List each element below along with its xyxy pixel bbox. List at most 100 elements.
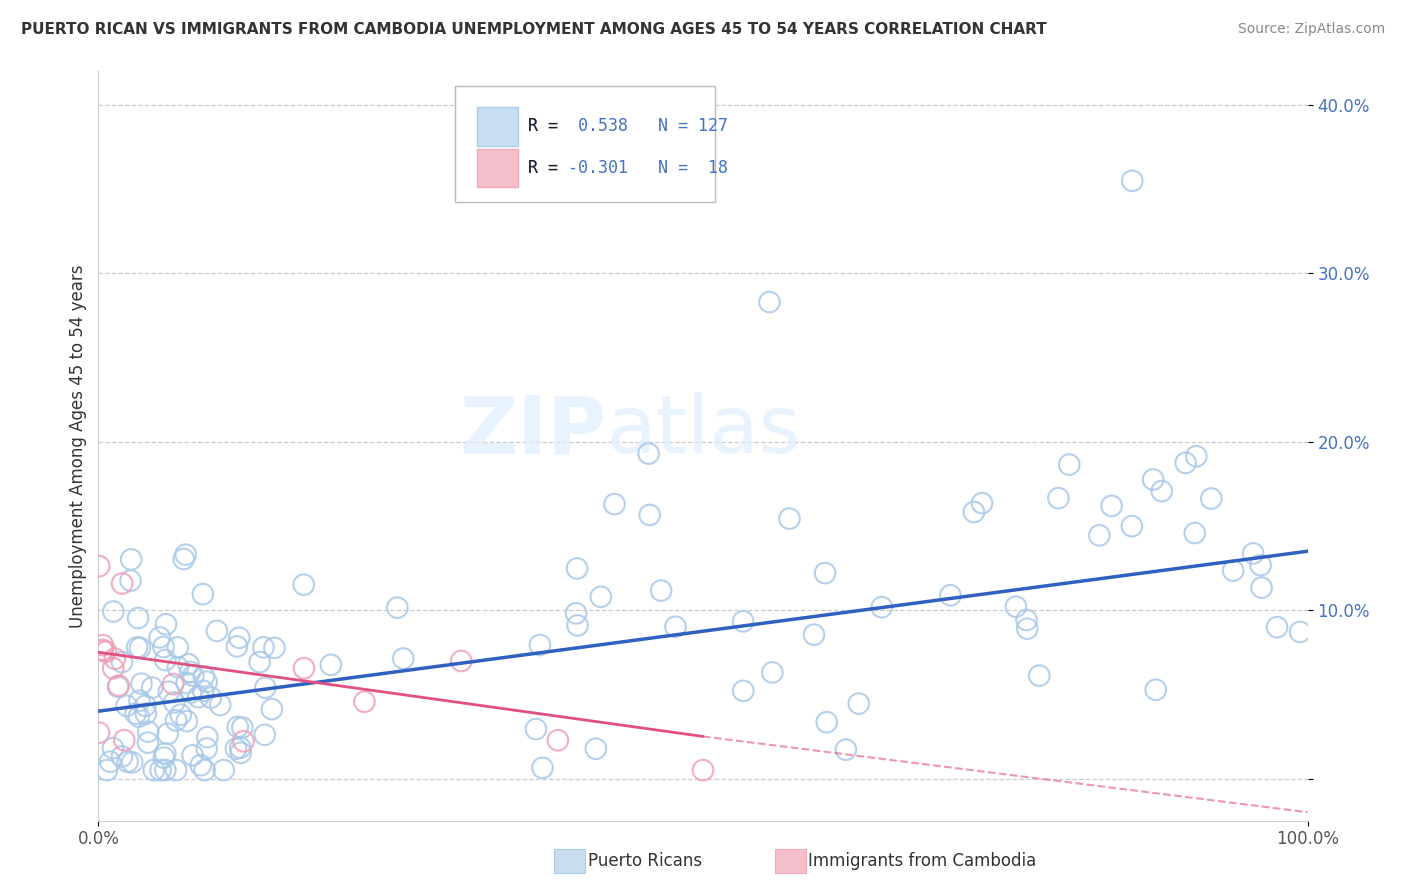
Point: [565, 561, 588, 575]
Point: [183, 668, 205, 682]
Point: [205, 624, 228, 638]
Point: [107, 680, 129, 694]
Point: [1250, 558, 1272, 573]
Point: [163, 695, 186, 709]
Point: [128, 693, 150, 707]
Point: [1028, 668, 1050, 682]
Text: Immigrants from Cambodia: Immigrants from Cambodia: [808, 852, 1036, 870]
Point: [319, 657, 342, 672]
Point: [115, 698, 138, 713]
Point: [1144, 682, 1167, 697]
Point: [87, 725, 110, 739]
Point: [1121, 519, 1143, 533]
Point: [149, 631, 172, 645]
Point: [232, 734, 254, 748]
FancyBboxPatch shape: [456, 87, 716, 202]
Point: [1005, 599, 1028, 614]
Point: [155, 617, 177, 632]
Point: [176, 676, 198, 690]
Point: [1088, 528, 1111, 542]
Point: [128, 709, 150, 723]
Point: [91, 638, 114, 652]
Point: [1184, 526, 1206, 541]
Point: [638, 508, 661, 522]
Point: [136, 724, 159, 739]
Point: [103, 605, 125, 619]
Point: [173, 552, 195, 566]
Point: [166, 660, 188, 674]
Point: [94, 645, 117, 659]
Point: [131, 676, 153, 690]
Point: [91, 643, 114, 657]
Point: [155, 747, 177, 761]
Point: [169, 707, 191, 722]
Point: [195, 741, 218, 756]
Point: [603, 497, 626, 511]
Point: [387, 600, 409, 615]
Point: [91, 643, 114, 657]
Point: [127, 640, 149, 655]
Point: [779, 511, 801, 525]
Point: [174, 548, 197, 562]
FancyBboxPatch shape: [477, 149, 517, 187]
Point: [260, 702, 283, 716]
Point: [104, 651, 127, 665]
Point: [664, 620, 686, 634]
Point: [761, 665, 783, 680]
Point: [101, 741, 124, 756]
Text: R = -0.301   N =  18: R = -0.301 N = 18: [527, 159, 728, 177]
Point: [195, 674, 218, 689]
Point: [153, 750, 176, 764]
Point: [1057, 458, 1080, 472]
Point: [1185, 450, 1208, 464]
Point: [1250, 581, 1272, 595]
Point: [229, 740, 252, 755]
Point: [733, 615, 755, 629]
Point: [107, 679, 129, 693]
Point: [127, 611, 149, 625]
Point: [228, 631, 250, 645]
Point: [190, 758, 212, 772]
Point: [1201, 491, 1223, 506]
Point: [152, 640, 174, 654]
Point: [181, 748, 204, 763]
Point: [253, 728, 276, 742]
Point: [692, 763, 714, 777]
Point: [225, 741, 247, 756]
Point: [191, 587, 214, 601]
Point: [111, 749, 134, 764]
Point: [200, 690, 222, 705]
Point: [155, 763, 177, 777]
Point: [637, 446, 659, 460]
Text: atlas: atlas: [606, 392, 800, 470]
Point: [231, 721, 253, 735]
Point: [814, 566, 837, 581]
Point: [1101, 499, 1123, 513]
Point: [96, 763, 118, 777]
Point: [112, 733, 135, 747]
Point: [187, 690, 209, 705]
Point: [963, 505, 986, 519]
Point: [165, 714, 187, 728]
Point: [229, 746, 252, 760]
Point: [589, 590, 612, 604]
Point: [124, 706, 146, 721]
Point: [970, 496, 993, 510]
Point: [547, 733, 569, 747]
Point: [142, 763, 165, 777]
Point: [1241, 546, 1264, 560]
Point: [180, 685, 202, 699]
Point: [162, 677, 184, 691]
Point: [135, 706, 157, 721]
Point: [1142, 473, 1164, 487]
Point: [195, 730, 218, 744]
Point: [120, 574, 142, 588]
Point: [392, 651, 415, 665]
Point: [226, 720, 249, 734]
Point: [249, 655, 271, 669]
Point: [733, 684, 755, 698]
Point: [292, 577, 315, 591]
Point: [815, 715, 838, 730]
Point: [103, 661, 125, 675]
Point: [194, 763, 217, 777]
